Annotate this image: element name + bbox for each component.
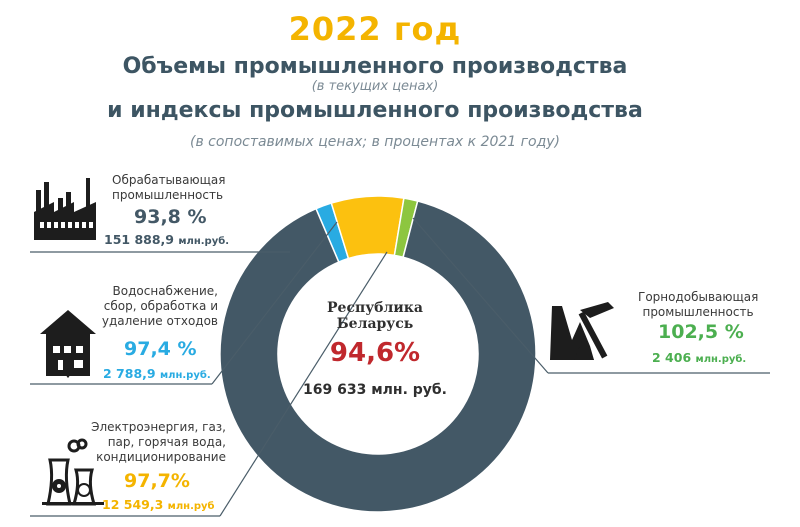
energy-value-number: 12 549,3 <box>102 497 164 512</box>
manufacturing-index: 93,8 % <box>134 206 207 228</box>
water-label-line-3: удаление отходов <box>101 314 218 328</box>
energy-label-line-2: пар, горячая вода, <box>107 435 226 449</box>
mining-value-number: 2 406 <box>652 350 692 365</box>
leader-line-mining <box>412 217 549 374</box>
water-index: 97,4 % <box>124 338 197 360</box>
chart-title-line-2: и индексы промышленного производства <box>107 98 643 123</box>
leader-line-energy <box>219 251 388 517</box>
center-region-line-1: Республика <box>327 300 423 316</box>
mining-icon <box>550 302 614 360</box>
water-label-line-2: сбор, обработка и <box>103 299 218 313</box>
water-value-unit: млн.руб. <box>159 370 211 381</box>
mining-label: Горнодобывающая промышленность <box>638 290 758 320</box>
energy-label-line-1: Электроэнергия, газ, <box>91 420 226 434</box>
house-icon <box>40 310 96 378</box>
manufacturing-label-line-1: Обрабатывающая <box>112 173 226 187</box>
water-label: Водоснабжение, сбор, обработка и удалени… <box>100 284 218 329</box>
chart-note-line-2: (в сопоставимых ценах; в процентах к 202… <box>189 134 560 150</box>
water-value-number: 2 788,9 <box>103 366 156 381</box>
year-title: 2022 год <box>288 10 462 48</box>
energy-value: 12 549,3 млн.руб <box>102 497 215 512</box>
manufacturing-value-number: 151 888,9 <box>104 232 174 247</box>
energy-label-line-3: кондиционирование <box>96 450 226 464</box>
factory-icon <box>34 178 96 240</box>
mining-index: 102,5 % <box>658 321 744 343</box>
manufacturing-value-unit: млн.руб. <box>178 236 230 247</box>
mining-value: 2 406 млн.руб. <box>652 350 746 365</box>
energy-value-unit: млн.руб <box>167 501 215 512</box>
manufacturing-label: Обрабатывающая промышленность <box>112 173 225 203</box>
leader-line-water <box>211 221 338 385</box>
center-region-line-2: Беларусь <box>336 316 414 332</box>
energy-index: 97,7% <box>124 470 190 492</box>
manufacturing-value: 151 888,9 млн.руб. <box>104 232 229 247</box>
chart-title-line-1: Объемы промышленного производства <box>122 54 628 79</box>
energy-label: Электроэнергия, газ, пар, горячая вода, … <box>86 420 226 465</box>
mining-label-line-2: промышленность <box>642 305 754 319</box>
slice-manufacturing <box>219 200 537 513</box>
water-label-line-1: Водоснабжение, <box>112 284 218 298</box>
center-total: 169 633 млн. руб. <box>303 382 447 398</box>
manufacturing-label-line-2: промышленность <box>112 188 224 202</box>
power-plant-icon <box>42 438 104 506</box>
mining-value-unit: млн.руб. <box>695 354 747 365</box>
mining-label-line-1: Горнодобывающая <box>638 290 759 304</box>
center-region-name: Республика Беларусь <box>300 300 450 332</box>
center-index: 94,6% <box>329 338 421 368</box>
chart-note-line-1: (в текущих ценах) <box>311 79 439 94</box>
water-value: 2 788,9 млн.руб. <box>103 366 211 381</box>
